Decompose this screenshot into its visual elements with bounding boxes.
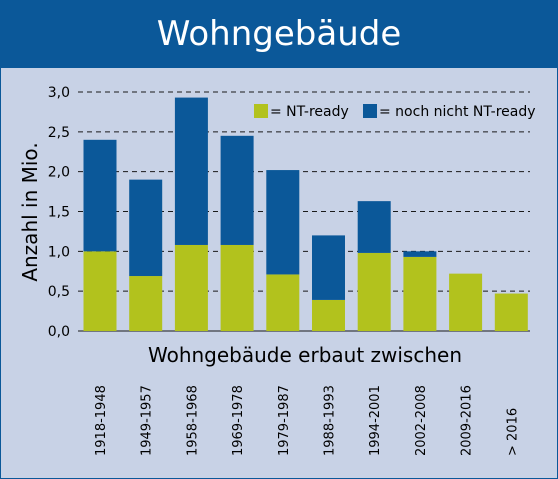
y-tick-label: 1,5 [48, 205, 70, 221]
bar-segment-not-ready [357, 201, 391, 253]
y-tick-label: 1,0 [48, 244, 70, 260]
y-axis-label: Anzahl in Mio. [18, 142, 42, 281]
bar-segment-nt-ready [494, 293, 528, 331]
bar-segment-nt-ready [174, 244, 208, 331]
x-tick-label: 1979-1987 [277, 385, 292, 456]
bar-segment-not-ready [403, 251, 437, 257]
y-tick-label: 2,5 [48, 125, 70, 141]
bar-segment-not-ready [174, 97, 208, 245]
x-tick-labels: 1918-1948 1949-1957 1958-1968 1969-1978 1979… [94, 385, 520, 456]
bar-segment-nt-ready [403, 256, 437, 331]
y-tick-labels: 0,0 0,5 1,0 1,5 2,0 2,5 3,0 [48, 85, 70, 340]
legend: = NT-ready = noch nicht NT-ready [254, 104, 536, 120]
bar-segment-nt-ready [83, 251, 117, 331]
x-tick-label: 1958-1968 [185, 385, 200, 456]
bar-segment-not-ready [129, 179, 163, 277]
bar-segment-nt-ready [312, 299, 345, 331]
x-tick-label: 2009-2016 [460, 385, 475, 456]
chart-title: Wohngebäude [156, 14, 402, 54]
bar-segment-nt-ready [220, 244, 254, 331]
x-tick-label: 1988-1993 [323, 385, 338, 456]
x-tick-label: 2002-2008 [414, 385, 429, 456]
x-tick-label: 1949-1957 [140, 385, 155, 456]
bar-segment-nt-ready [129, 276, 163, 331]
bar-segment-nt-ready [357, 252, 391, 331]
legend-label: = NT-ready [270, 104, 349, 120]
x-tick-label: > 2016 [505, 408, 520, 456]
y-tick-label: 0,5 [48, 284, 70, 300]
y-tick-label: 2,0 [48, 165, 70, 181]
x-tick-label: 1969-1978 [231, 385, 246, 456]
y-tick-label: 0,0 [48, 324, 70, 340]
x-tick-label: 1994-2001 [368, 385, 383, 456]
bar-segment-not-ready [312, 235, 345, 300]
legend-swatch [363, 104, 377, 118]
bar-segment-not-ready [83, 139, 117, 252]
chart-title-bar: Wohngebäude [0, 0, 558, 68]
legend-label: = noch nicht NT-ready [379, 104, 536, 120]
legend-swatch [254, 104, 268, 118]
x-tick-label: 1918-1948 [94, 385, 109, 456]
y-tick-label: 3,0 [48, 85, 70, 101]
bar-segment-nt-ready [449, 273, 483, 331]
bar-segment-not-ready [220, 135, 254, 245]
bar-segment-nt-ready [266, 274, 300, 331]
bars [83, 97, 528, 331]
bar-segment-not-ready [266, 170, 300, 275]
x-axis-label: Wohngebäude erbaut zwischen [148, 343, 462, 367]
